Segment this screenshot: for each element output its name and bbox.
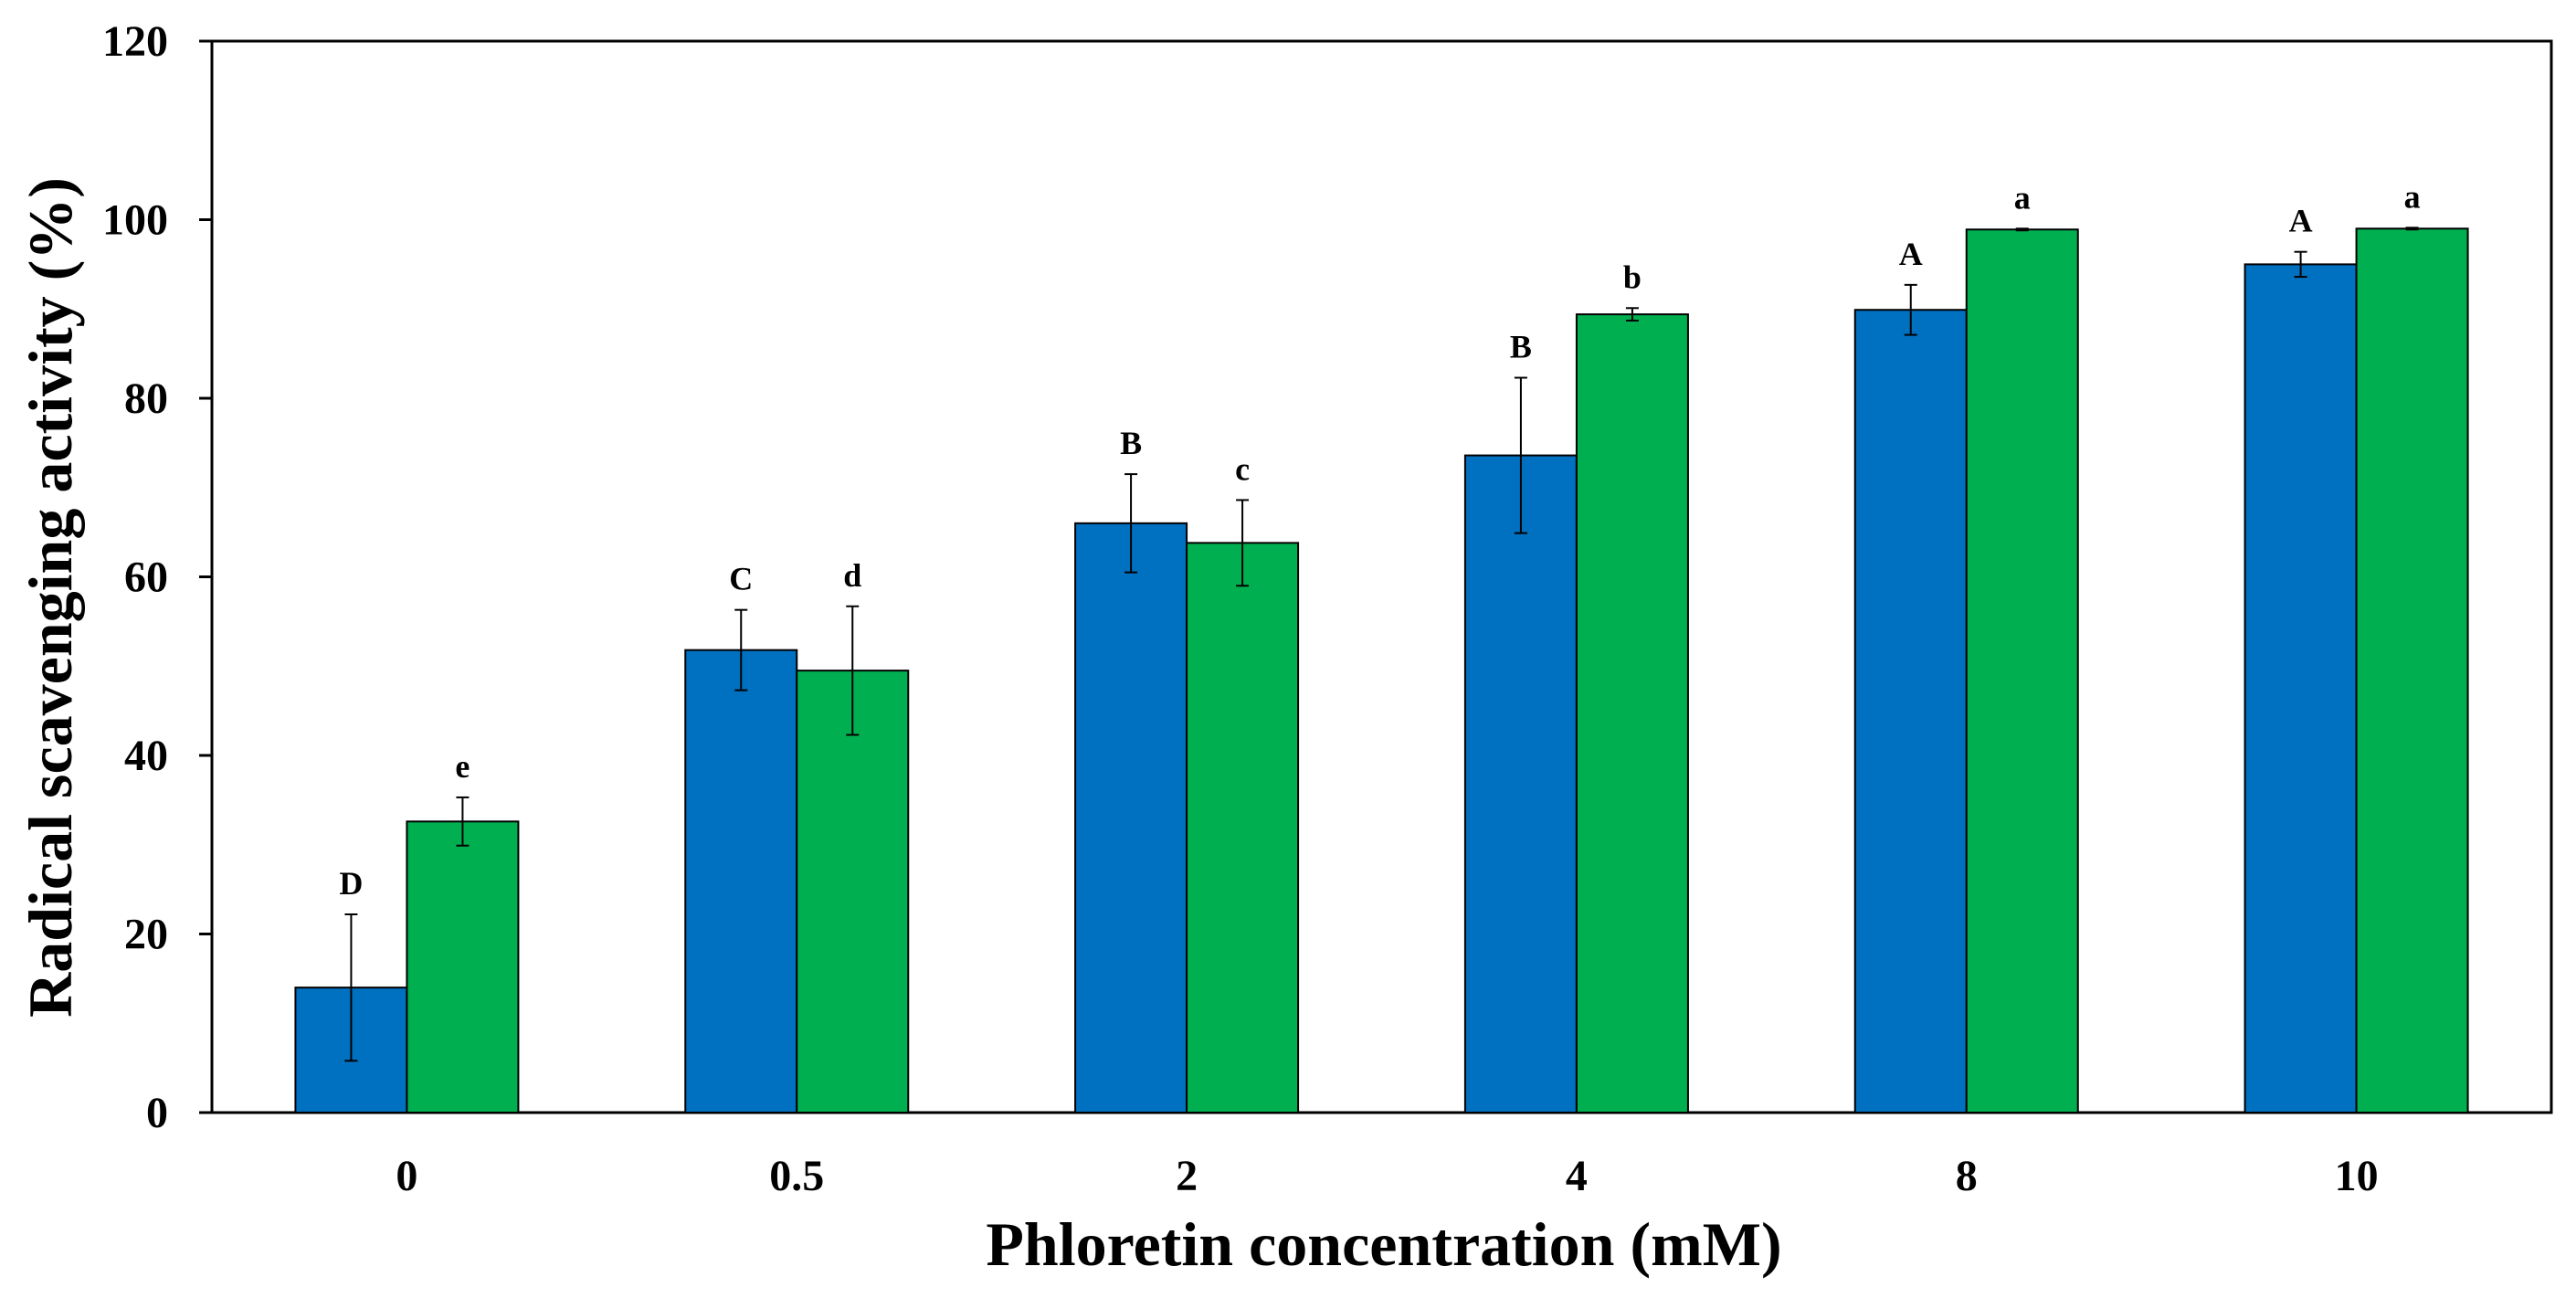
y-axis: 0 20 40 60 80 100 120: [102, 17, 212, 1137]
error-bars-layer: [344, 227, 2419, 1062]
x-tick-label: 10: [2335, 1152, 2379, 1200]
significance-label: e: [455, 748, 470, 785]
significance-label: d: [843, 557, 861, 594]
significance-label: B: [1120, 425, 1142, 461]
bar: [1074, 522, 1188, 1113]
bar: [796, 670, 910, 1113]
bars-layer: [294, 227, 2469, 1114]
y-tick-label: 0: [146, 1089, 168, 1137]
significance-label: B: [1510, 329, 1532, 365]
y-tick-label: 120: [102, 17, 168, 66]
y-tick-label: 40: [124, 732, 168, 780]
bar: [2355, 227, 2469, 1113]
bar: [1575, 313, 1689, 1113]
y-tick-label: 20: [124, 911, 168, 959]
x-tick-label: 2: [1176, 1152, 1198, 1200]
significance-label: A: [1899, 236, 1923, 272]
significance-label: b: [1623, 259, 1642, 295]
bar: [406, 820, 520, 1114]
significance-label: C: [729, 561, 753, 597]
bar: [684, 649, 798, 1114]
significance-label: A: [2289, 203, 2313, 239]
significance-label: D: [339, 865, 363, 902]
significance-label: a: [2014, 179, 2031, 216]
y-axis-title: Radical scavenging activity (%): [16, 177, 85, 1018]
y-tick-label: 100: [102, 196, 168, 245]
plot-area: [210, 39, 2553, 1114]
y-tick-label: 60: [124, 554, 168, 602]
bar: [1186, 542, 1300, 1113]
x-tick-label: 0: [396, 1152, 417, 1200]
bar: [2243, 263, 2358, 1113]
significance-label: a: [2404, 178, 2421, 215]
x-tick-label: 4: [1566, 1152, 1588, 1200]
bar: [1463, 454, 1578, 1113]
y-tick-label: 80: [124, 375, 168, 423]
significance-labels-layer: D C B B A Ae d c b a a: [339, 178, 2420, 902]
x-tick-label: 8: [1956, 1152, 1978, 1200]
x-axis-title: Phloretin concentration (mM): [986, 1209, 1781, 1279]
significance-label: c: [1235, 450, 1250, 487]
bar: [1853, 309, 1968, 1114]
x-axis: 0 0.5 2 4 8 10: [396, 1152, 2378, 1200]
bar: [1965, 228, 2079, 1113]
plot-frame: [210, 39, 2553, 1114]
x-tick-label: 0.5: [769, 1152, 824, 1200]
